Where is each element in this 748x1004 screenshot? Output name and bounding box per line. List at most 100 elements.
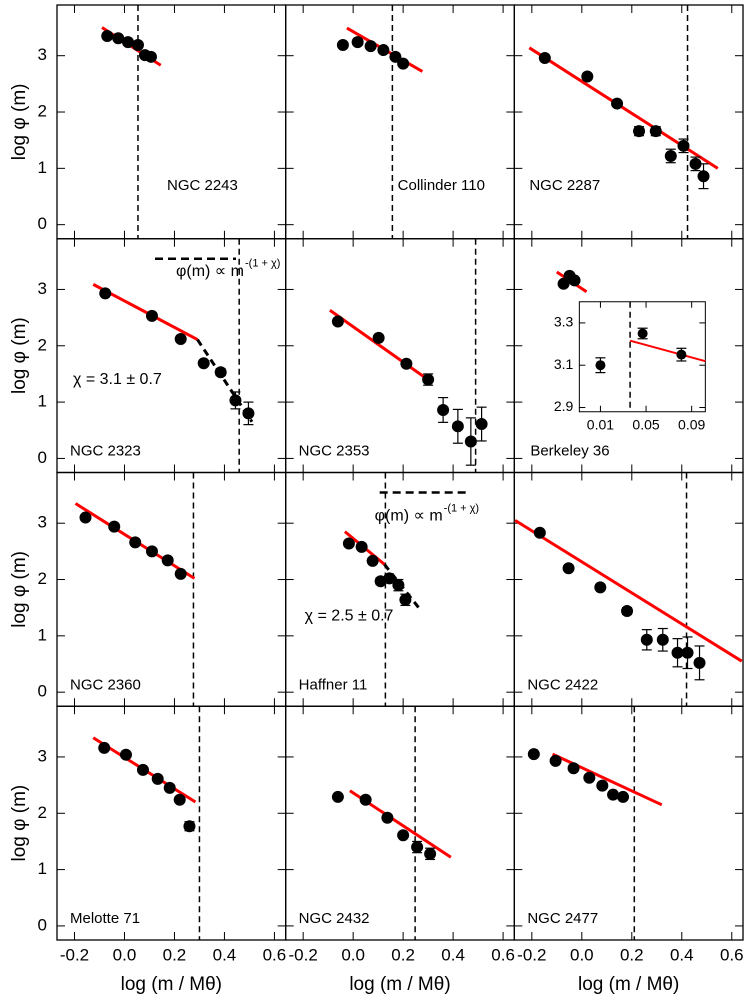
data-point: [437, 403, 450, 416]
data-point: [527, 748, 540, 761]
y-tick-label: 0: [38, 214, 47, 233]
x-tick-label: 0.0: [570, 945, 594, 964]
data-point: [451, 420, 464, 433]
x-tick-label: 0.6: [720, 945, 744, 964]
x-tick-label: 0.0: [113, 945, 137, 964]
panel-label: Melotte 71: [70, 910, 140, 927]
data-point: [389, 50, 402, 63]
panel-label: NGC 2477: [527, 910, 598, 927]
data-point: [677, 139, 690, 152]
y-tick-label: 3: [38, 513, 47, 532]
y-tick-label: 0: [38, 448, 47, 467]
y-tick-label: 1: [38, 625, 47, 644]
y-tick-label: 3: [38, 746, 47, 765]
data-point: [676, 349, 687, 360]
data-point: [372, 331, 385, 344]
data-point: [568, 274, 581, 287]
data-point: [633, 125, 646, 138]
data-point: [161, 554, 174, 567]
x-axis-label: log (m / Mθ): [578, 974, 679, 995]
data-point: [581, 70, 594, 83]
y-tick-label: 2: [38, 335, 47, 354]
panel-label: NGC 2323: [70, 443, 141, 460]
data-point: [422, 373, 435, 386]
data-point: [331, 315, 344, 328]
panel-frame: [285, 4, 515, 240]
panel-frame: [285, 238, 515, 474]
x-tick-label: 0.6: [491, 945, 515, 964]
data-point: [366, 554, 379, 567]
data-point: [377, 44, 390, 57]
formula-exponent: -(1 + χ): [444, 502, 479, 514]
data-point: [649, 125, 662, 138]
data-point: [98, 741, 111, 754]
data-point: [594, 581, 607, 594]
data-point: [664, 149, 677, 162]
x-tick-label: -0.2: [289, 945, 318, 964]
panel-frame: [56, 238, 287, 474]
data-point: [549, 754, 562, 767]
data-point: [101, 29, 114, 42]
data-point: [424, 847, 437, 860]
data-point: [145, 309, 158, 322]
x-tick-label: 0.2: [163, 945, 187, 964]
panel-label: Collinder 110: [398, 177, 485, 194]
data-point: [383, 572, 396, 585]
chi-text: χ = 3.1 ± 0.7: [73, 371, 162, 388]
data-point: [671, 646, 684, 659]
inset-fit-line: [629, 339, 706, 363]
data-point: [197, 357, 210, 370]
data-point: [174, 333, 187, 346]
x-tick-label: -0.2: [60, 945, 89, 964]
data-point: [121, 36, 134, 49]
panel-frame: [513, 705, 744, 941]
data-point: [99, 287, 112, 300]
panel-label: Haffner 11: [299, 676, 368, 693]
data-point: [364, 40, 377, 53]
x-tick-label: 0.6: [263, 945, 287, 964]
data-point: [533, 526, 546, 539]
y-tick-label: 1: [38, 859, 47, 878]
steep-fit-line: [196, 338, 254, 423]
data-point: [689, 157, 702, 170]
y-tick-label: 0: [38, 682, 47, 701]
y-axis-label: log φ (m): [9, 84, 30, 161]
data-point: [112, 32, 125, 45]
y-tick-label: 3: [38, 45, 47, 64]
data-point: [151, 772, 164, 785]
data-point: [464, 435, 477, 448]
data-point: [640, 633, 653, 646]
y-axis-label: log φ (m): [9, 317, 30, 394]
panel-label: NGC 2243: [167, 177, 238, 194]
data-point: [242, 407, 255, 420]
x-tick-label: 0.4: [670, 945, 694, 964]
inset-x-tick-label: 0.01: [587, 416, 614, 432]
data-point: [411, 841, 424, 854]
panel-frame: [56, 4, 287, 240]
data-point: [637, 328, 648, 339]
data-point: [336, 38, 349, 51]
data-point: [681, 646, 694, 659]
inset-y-tick-label: 3.3: [554, 314, 574, 330]
y-tick-label: 1: [38, 392, 47, 411]
data-point: [397, 57, 410, 70]
y-tick-label: 1: [38, 158, 47, 177]
data-point: [596, 779, 609, 792]
data-point: [381, 811, 394, 824]
fit-line: [514, 519, 743, 663]
fit-line: [528, 46, 719, 170]
panel-frame: [513, 4, 744, 240]
data-point: [400, 357, 413, 370]
data-point: [229, 394, 242, 407]
formula-exponent: -(1 + χ): [245, 258, 280, 270]
data-point: [131, 38, 144, 51]
x-tick-label: 0.4: [441, 945, 465, 964]
panel-label: Berkeley 36: [530, 443, 609, 460]
data-point: [79, 511, 92, 524]
panel-label: NGC 2360: [70, 676, 141, 693]
formula: φ(m) ∝ m: [176, 263, 244, 280]
x-tick-label: 0.4: [213, 945, 237, 964]
data-point: [562, 562, 575, 575]
data-point: [355, 540, 368, 553]
